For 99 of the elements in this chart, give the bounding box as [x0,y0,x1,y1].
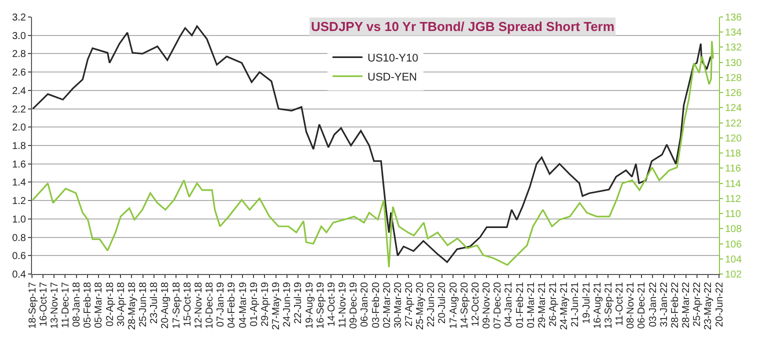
y2-tick-label: 136 [725,12,742,24]
x-tick-label: 04-Mar-19 [238,282,249,328]
x-tick-label: 20-Aug-18 [160,282,172,329]
y-tick-label: 2.4 [12,86,26,97]
y-tick-label: 1.6 [12,159,26,170]
x-tick-label: 16-Aug-21 [592,282,604,329]
y2-tick-label: 130 [725,58,742,69]
x-tick-label: 13-Sep-21 [603,282,614,329]
x-tick-label: 05-Mar-18 [94,282,105,328]
y2-tick-label: 114 [725,178,742,190]
x-tick-label: 12-Nov-18 [193,282,204,329]
x-tick-label: 27-May-19 [271,282,282,330]
x-tick-label: 28-May-18 [126,282,138,330]
x-tick-label: 11-Oct-21 [614,282,626,326]
x-tick-label: 13-Nov-17 [49,282,60,329]
y-tick-label: 3.0 [12,30,26,42]
y-tick-label: 1.4 [12,178,26,189]
y2-tick-label: 108 [725,224,742,236]
y2-tick-label: 104 [725,254,742,266]
x-tick-label: 21-Jun-21 [570,282,582,328]
x-tick-label: 07-Jan-19 [216,282,227,328]
x-tick-label: 24-May-21 [559,282,570,330]
x-tick-label: 31-Jan-22 [658,282,670,328]
y2-tick-label: 134 [725,28,742,39]
y-tick-label: 2.2 [12,104,26,116]
y2-tick-label: 126 [725,88,742,100]
x-tick-label: 02-Apr-18 [104,282,116,326]
x-tick-label: 23-May-22 [703,282,714,330]
x-tick-label: 28-Mar-22 [681,282,692,328]
legend-label: US10-Y10 [368,52,418,64]
x-tick-label: 14-Oct-19 [326,282,338,326]
x-tick-label: 22-Jun-20 [426,282,438,328]
x-tick-label: 01-Feb-21 [514,282,526,328]
x-tick-label: 09-Dec-19 [348,282,360,329]
legend-label: USD-YEN [368,71,418,84]
x-tick-label: 03-Jan-22 [648,282,659,328]
x-tick-label: 20-Jul-20 [437,282,448,324]
x-tick-label: 04-Feb-19 [226,282,238,328]
x-tick-label: 23-Jul-18 [149,282,160,324]
x-tick-label: 30-Mar-20 [392,282,404,328]
y2-tick-label: 112 [725,194,742,205]
x-tick-label: 06-Dec-21 [636,282,648,329]
x-tick-label: 19-Jul-21 [581,282,592,324]
y-tick-label: 1.0 [12,214,26,226]
x-tick-label: 16-Oct-17 [38,282,50,326]
y2-tick-label: 124 [725,103,742,114]
x-tick-label: 01-Mar-21 [526,282,537,328]
y2-tick-label: 102 [725,270,742,280]
x-tick-label: 06-Jan-20 [360,282,371,328]
x-tick-label: 07-Dec-20 [492,282,504,329]
y-tick-label: 0.8 [12,232,26,244]
y-tick-label: 0.4 [12,270,26,280]
x-tick-label: 19-Aug-19 [304,282,316,329]
x-tick-label: 17-Sep-18 [171,282,182,329]
x-tick-label: 15-Oct-18 [182,282,194,326]
x-tick-label: 25-May-20 [415,282,426,330]
x-tick-label: 27-Apr-20 [404,282,415,326]
x-tick-label: 22-Jul-19 [293,282,304,324]
y2-tick-label: 116 [725,164,742,175]
chart-title: USDJPY vs 10 Yr TBond/ JGB Spread Short Term [311,19,614,34]
x-tick-label: 24-Jun-19 [282,282,294,328]
x-tick-label: 05-Feb-18 [82,282,94,328]
x-tick-label: 30-Apr-18 [116,282,127,326]
x-tick-label: 28-Feb-22 [670,282,681,328]
y-tick-label: 2.8 [12,49,26,60]
y2-tick-label: 132 [725,42,742,54]
y-tick-label: 2.0 [12,122,26,134]
y2-tick-label: 110 [725,209,742,220]
y-tick-label: 1.8 [12,141,26,152]
x-tick-label: 20-Jun-22 [714,282,726,328]
y2-tick-label: 120 [725,133,742,144]
x-tick-label: 09-Nov-20 [482,282,493,329]
y2-tick-label: 118 [725,148,742,160]
x-tick-label: 25-Jun-18 [138,282,150,328]
y-tick-label: 2.6 [12,68,26,79]
x-tick-label: 08-Nov-21 [626,282,637,329]
x-tick-label: 16-Sep-19 [315,282,326,329]
y2-tick-label: 128 [725,72,742,84]
y-tick-label: 0.6 [12,251,26,262]
x-tick-label: 02-Mar-20 [382,282,393,328]
y2-tick-label: 122 [725,118,742,130]
x-tick-label: 18-Sep-17 [27,282,38,329]
x-tick-label: 11-Dec-17 [60,282,72,328]
x-tick-label: 12-Oct-20 [470,282,482,326]
x-tick-label: 11-Nov-19 [338,282,349,328]
y2-tick-label: 106 [725,239,742,250]
x-tick-label: 01-Apr-19 [248,282,260,326]
x-tick-label: 03-Feb-20 [370,282,382,328]
y-tick-label: 3.2 [12,12,26,24]
x-tick-label: 10-Dec-18 [204,282,216,329]
x-tick-label: 14-Sep-20 [459,282,470,329]
x-tick-label: 29-Apr-19 [260,282,271,326]
x-tick-label: 29-Mar-21 [536,282,548,328]
x-tick-label: 26-Apr-21 [548,282,560,326]
x-tick-label: 17-Aug-20 [448,282,460,329]
x-tick-label: 25-Apr-22 [692,282,704,326]
x-tick-label: 04-Jan-21 [504,282,515,328]
x-tick-label: 08-Jan-18 [72,282,83,328]
y-tick-label: 1.2 [12,196,26,208]
